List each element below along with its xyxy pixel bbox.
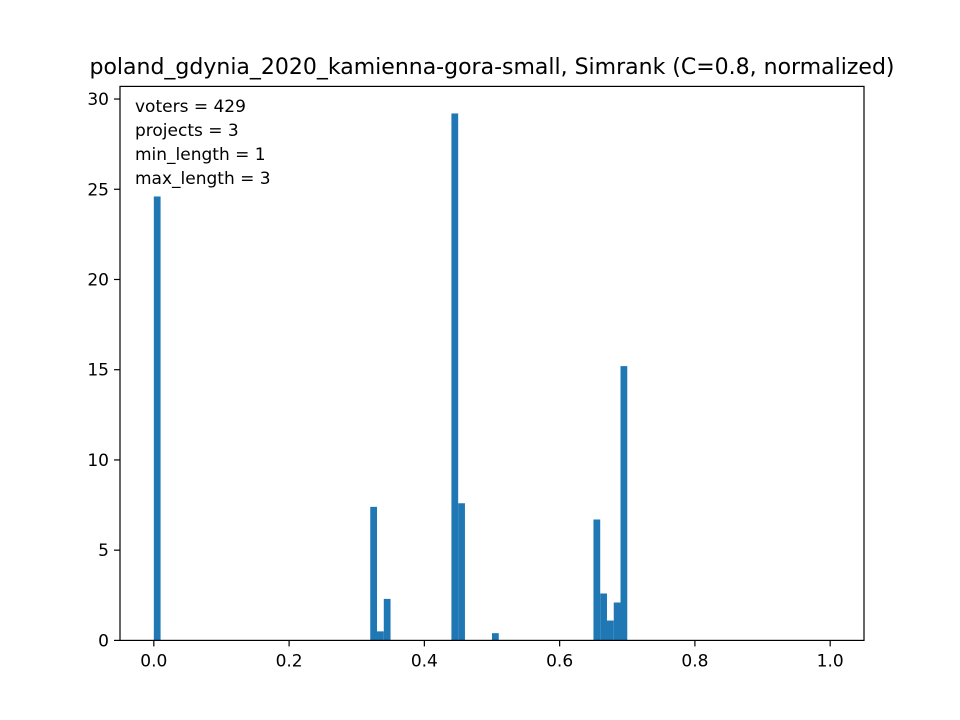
x-tick-label-1: 0.2 bbox=[276, 651, 303, 671]
annotation-line-3: max_length = 3 bbox=[135, 169, 271, 189]
y-tick-label-5: 25 bbox=[87, 180, 109, 200]
histogram-bar-11 bbox=[620, 366, 628, 641]
histogram-bar-3 bbox=[383, 598, 391, 641]
annotation-line-2: min_length = 1 bbox=[135, 145, 266, 165]
y-tick-label-3: 15 bbox=[87, 361, 109, 381]
annotation-line-0: voters = 429 bbox=[135, 97, 246, 117]
x-tick-label-5: 1.0 bbox=[817, 651, 844, 671]
histogram-bar-5 bbox=[458, 503, 465, 641]
histogram-bar-6 bbox=[492, 633, 499, 641]
plot-frame bbox=[119, 85, 865, 642]
y-tick-label-6: 30 bbox=[87, 90, 109, 110]
chart-title: poland_gdynia_2020_kamienna-gora-small, … bbox=[90, 55, 895, 80]
y-tick-label-1: 5 bbox=[98, 541, 109, 561]
histogram-bar-8 bbox=[600, 593, 607, 641]
histogram-bar-9 bbox=[606, 620, 614, 641]
x-tick-label-2: 0.4 bbox=[411, 651, 438, 671]
y-tick-label-0: 0 bbox=[98, 631, 109, 651]
x-tick-label-4: 0.8 bbox=[681, 651, 708, 671]
y-tick-label-4: 20 bbox=[87, 270, 109, 290]
histogram-bar-2 bbox=[377, 631, 384, 641]
histogram-bar-7 bbox=[593, 519, 601, 641]
stats-annotation: voters = 429 projects = 3 min_length = 1 ma… bbox=[135, 97, 271, 189]
annotation-line-1: projects = 3 bbox=[135, 121, 239, 141]
x-axis: 0.0 0.2 0.4 0.6 0.8 1.0 bbox=[140, 640, 844, 671]
histogram-bar-4 bbox=[451, 113, 459, 641]
y-axis: 0 5 10 15 20 25 30 bbox=[87, 90, 120, 651]
x-tick-label-3: 0.6 bbox=[546, 651, 573, 671]
bars-layer bbox=[153, 113, 628, 641]
histogram-bar-1 bbox=[370, 506, 378, 641]
histogram-bar-0 bbox=[153, 196, 161, 641]
y-tick-label-2: 10 bbox=[87, 451, 109, 471]
histogram-bar-10 bbox=[613, 602, 621, 641]
x-tick-label-0: 0.0 bbox=[140, 651, 167, 671]
